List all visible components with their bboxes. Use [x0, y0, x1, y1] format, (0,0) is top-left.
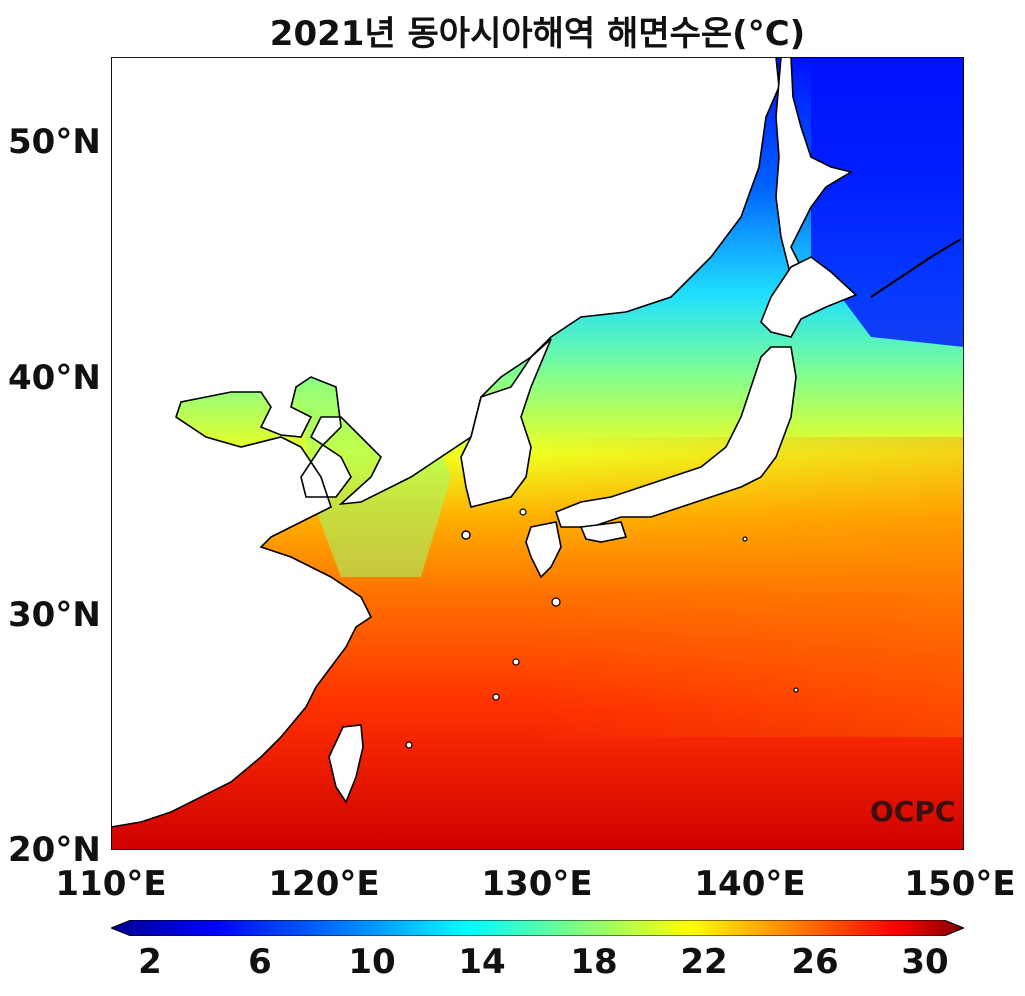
shikoku: [579, 521, 628, 543]
colorbar-label: 2: [138, 942, 162, 982]
lat-label-30: 30°N: [8, 595, 101, 635]
lon-label-130: 130°E: [481, 864, 593, 904]
colorbar-label: 6: [248, 942, 272, 982]
sea-surface-temperature-map: [111, 57, 964, 850]
colorbar-label: 10: [348, 942, 396, 982]
colorbar: [111, 920, 964, 936]
honshu: [555, 346, 797, 528]
colorbar-label: 18: [570, 942, 618, 982]
lat-label-50: 50°N: [8, 122, 101, 162]
colorbar-label: 26: [791, 942, 839, 982]
lon-label-110: 110°E: [55, 864, 167, 904]
ocpc-watermark: OCPC: [870, 795, 956, 828]
map-title: 2021년 동아시아해역 해면수온(°C): [269, 14, 806, 54]
korean-peninsula: [460, 338, 552, 508]
colorbar-label: 14: [458, 942, 506, 982]
taiwan: [328, 724, 364, 804]
kyushu: [525, 521, 562, 579]
lon-label-120: 120°E: [268, 864, 380, 904]
colorbar-label: 30: [901, 942, 949, 982]
sakhalin: [775, 57, 854, 279]
lon-label-150: 150°E: [904, 864, 1016, 904]
colorbar-label: 22: [680, 942, 728, 982]
lat-label-40: 40°N: [8, 358, 101, 398]
lat-label-20: 20°N: [8, 830, 101, 870]
mainland-asia: [111, 57, 780, 828]
lon-label-140: 140°E: [694, 864, 806, 904]
hokkaido: [760, 256, 858, 338]
